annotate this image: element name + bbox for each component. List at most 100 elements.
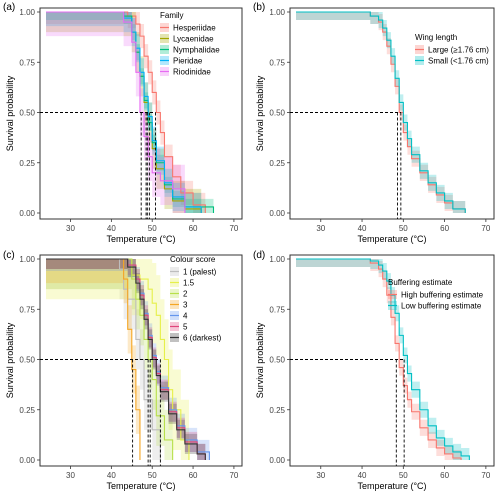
- legend: Buffering estimate High buffering estimat…: [388, 278, 484, 311]
- panel-c: (c) 0.00 0.25 0.50 0.75 1.00 30 40 50 60 70 Tempera…: [3, 250, 243, 491]
- panel-label: (c): [3, 250, 15, 261]
- confidence-band-3: [46, 259, 140, 460]
- survival-curve-3: [46, 11, 202, 213]
- y-tick-label: 0.00: [19, 209, 35, 218]
- y-tick-label: 1.00: [269, 255, 285, 264]
- confidence-band-2: [46, 259, 173, 460]
- series-group: [296, 258, 470, 460]
- survival-curve-1: [296, 11, 466, 213]
- y-tick-label: 0.00: [19, 456, 35, 465]
- y-tick-label: 0.50: [19, 109, 35, 118]
- series-group: [46, 258, 210, 460]
- x-tick-label: 30: [66, 224, 75, 233]
- x-tick-label: 60: [440, 224, 449, 233]
- y-axis-title: Survival probability: [255, 75, 265, 151]
- legend-entry: Pieridae: [173, 57, 203, 66]
- panel-label: (d): [253, 250, 265, 261]
- plot-frame: [289, 254, 495, 467]
- confidence-band-0: [46, 12, 206, 213]
- legend-entry: 1 (palest): [183, 268, 217, 277]
- panel-label: (b): [253, 2, 265, 13]
- y-tick-label: 0.50: [19, 356, 35, 365]
- x-tick-label: 50: [148, 224, 157, 233]
- survival-curve-4: [46, 11, 186, 213]
- legend: Family Hesperiidae Lycaenidae Nymphalidae Pi…: [160, 11, 220, 77]
- x-tick-label: 60: [189, 224, 198, 233]
- x-tick-label: 40: [358, 224, 367, 233]
- y-tick-label: 0.25: [19, 159, 35, 168]
- y-tick-label: 0.25: [269, 159, 285, 168]
- y-tick-label: 0.75: [269, 305, 285, 314]
- confidence-band-4: [46, 12, 185, 213]
- plot-frame: [289, 7, 495, 220]
- legend-entry: Hesperiidae: [173, 24, 216, 33]
- y-axis-title: Survival probability: [255, 322, 265, 398]
- survival-curve-0: [46, 258, 161, 460]
- y-tick-label: 0.00: [269, 456, 285, 465]
- x-tick-label: 50: [399, 471, 408, 480]
- x-axis-title: Temperature (°C): [106, 481, 175, 491]
- legend-entry: Small (<1.76 cm): [428, 57, 489, 66]
- legend-entry: 5: [183, 323, 188, 332]
- x-tick-label: 70: [229, 471, 238, 480]
- legend-title: Family: [160, 11, 184, 20]
- x-tick-label: 60: [440, 471, 449, 480]
- y-tick-label: 0.50: [269, 109, 285, 118]
- survival-curve-2: [46, 258, 174, 460]
- legend-entry: 6 (darkest): [183, 334, 222, 343]
- legend-entry: Riodinidae: [173, 68, 211, 77]
- series-group: [46, 11, 215, 213]
- x-tick-label: 50: [148, 471, 157, 480]
- y-tick-label: 1.00: [19, 255, 35, 264]
- y-tick-label: 0.75: [19, 305, 35, 314]
- legend: Colour score 1 (palest) 1.5 2 3 4 5 6 (darkest): [170, 255, 222, 343]
- y-tick-label: 0.25: [19, 406, 35, 415]
- series-group: [296, 11, 466, 213]
- x-tick-label: 30: [66, 471, 75, 480]
- survival-curve-1: [296, 258, 470, 460]
- panel-b: (b) 0.00 0.25 0.50 0.75 1.00 30 40 50 60 70 Tempera…: [253, 2, 495, 244]
- x-tick-label: 30: [316, 224, 325, 233]
- y-tick-label: 0.50: [269, 356, 285, 365]
- panel-d: (d) 0.00 0.25 0.50 0.75 1.00 30 40 50 60 70 Tempera…: [253, 250, 495, 491]
- confidence-band-1: [46, 259, 189, 460]
- y-axis-title: Survival probability: [5, 322, 15, 398]
- confidence-band-0: [46, 259, 161, 460]
- y-tick-label: 0.25: [269, 406, 285, 415]
- legend-entry: Low buffering estimate: [401, 302, 482, 311]
- y-tick-label: 0.75: [269, 58, 285, 67]
- legend-entry: Nymphalidae: [173, 46, 220, 55]
- panel-label: (a): [3, 2, 15, 13]
- legend-title: Wing length: [415, 33, 457, 42]
- x-tick-label: 70: [481, 224, 490, 233]
- x-tick-label: 40: [107, 224, 116, 233]
- plot-frame: [39, 254, 243, 467]
- legend: Wing length Large (≥1.76 cm) Small (<1.76 …: [415, 33, 489, 66]
- legend-entry: Lycaenidae: [173, 35, 214, 44]
- legend-entry: 3: [183, 301, 188, 310]
- legend-entry: 4: [183, 312, 188, 321]
- y-tick-label: 0.75: [19, 58, 35, 67]
- x-tick-label: 70: [229, 224, 238, 233]
- survival-curve-6: [46, 258, 206, 460]
- survival-curve-0: [296, 258, 462, 460]
- legend-entry: 1.5: [183, 279, 195, 288]
- legend-title: Buffering estimate: [388, 278, 453, 287]
- x-tick-label: 70: [481, 471, 490, 480]
- y-axis-title: Survival probability: [5, 75, 15, 151]
- x-tick-label: 40: [107, 471, 116, 480]
- x-axis-title: Temperature (°C): [106, 234, 175, 244]
- legend-entry: Large (≥1.76 cm): [428, 46, 489, 55]
- legend-entry: 2: [183, 290, 188, 299]
- panel-a: (a) 0.00 0.25 0.50 0.75 1.00 30 40 50 60 70 Tempera…: [3, 2, 243, 244]
- x-tick-label: 40: [358, 471, 367, 480]
- legend-title: Colour score: [170, 255, 216, 264]
- x-tick-label: 30: [316, 471, 325, 480]
- y-tick-label: 0.00: [269, 209, 285, 218]
- confidence-band-1: [296, 12, 466, 213]
- x-tick-label: 60: [189, 471, 198, 480]
- x-tick-label: 50: [399, 224, 408, 233]
- x-axis-title: Temperature (°C): [357, 234, 426, 244]
- y-tick-label: 1.00: [19, 8, 35, 17]
